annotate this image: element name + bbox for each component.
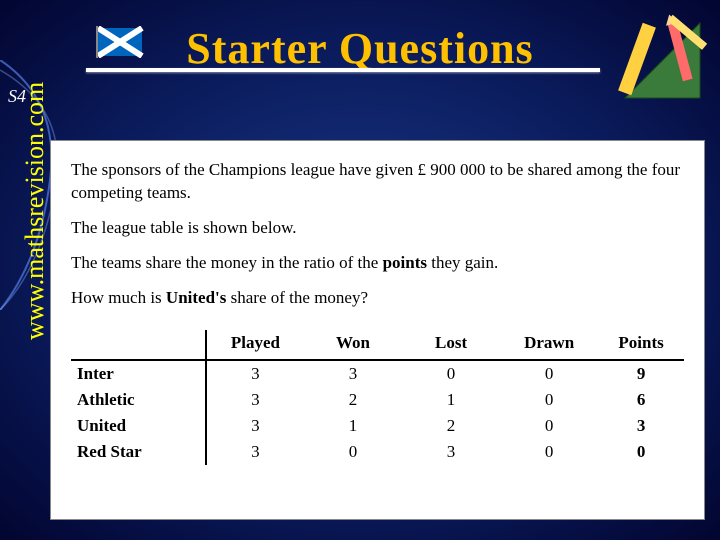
team-name: Athletic bbox=[71, 387, 206, 413]
col-played: Played bbox=[206, 330, 304, 360]
team-name: Red Star bbox=[71, 439, 206, 465]
text: How much is bbox=[71, 288, 166, 307]
table-row: Inter 3 3 0 0 9 bbox=[71, 360, 684, 387]
text: The sponsors of the Champions league hav… bbox=[71, 160, 418, 179]
text: they gain. bbox=[427, 253, 498, 272]
col-drawn: Drawn bbox=[500, 330, 598, 360]
cell: 3 bbox=[206, 439, 304, 465]
cell-points: 6 bbox=[598, 387, 684, 413]
cell: 3 bbox=[206, 413, 304, 439]
question-line-4: How much is United's share of the money? bbox=[71, 287, 684, 310]
cell: 2 bbox=[304, 387, 402, 413]
header: Starter Questions bbox=[0, 8, 720, 88]
cell: 1 bbox=[304, 413, 402, 439]
table-row: Red Star 3 0 3 0 0 bbox=[71, 439, 684, 465]
math-tools-icon bbox=[615, 13, 710, 108]
cell: 0 bbox=[500, 360, 598, 387]
team-name: Inter bbox=[71, 360, 206, 387]
col-lost: Lost bbox=[402, 330, 500, 360]
table-header-row: Played Won Lost Drawn Points bbox=[71, 330, 684, 360]
table-row: Athletic 3 2 1 0 6 bbox=[71, 387, 684, 413]
cell: 1 bbox=[402, 387, 500, 413]
cell: 3 bbox=[206, 387, 304, 413]
text: share of the money? bbox=[226, 288, 368, 307]
question-line-1: The sponsors of the Champions league hav… bbox=[71, 159, 684, 205]
title-underline bbox=[86, 68, 600, 72]
col-won: Won bbox=[304, 330, 402, 360]
cell: 0 bbox=[500, 413, 598, 439]
cell: 3 bbox=[402, 439, 500, 465]
sidebar-url: www.mathsrevision.com bbox=[20, 82, 50, 340]
table-row: United 3 1 2 0 3 bbox=[71, 413, 684, 439]
table-body: Inter 3 3 0 0 9 Athletic 3 2 1 0 6 Unite… bbox=[71, 360, 684, 465]
cell: 3 bbox=[206, 360, 304, 387]
cell-points: 0 bbox=[598, 439, 684, 465]
question-line-3: The teams share the money in the ratio o… bbox=[71, 252, 684, 275]
cell: 2 bbox=[402, 413, 500, 439]
question-line-2: The league table is shown below. bbox=[71, 217, 684, 240]
cell: 0 bbox=[500, 439, 598, 465]
col-blank bbox=[71, 330, 206, 360]
text: The teams share the money in the ratio o… bbox=[71, 253, 383, 272]
league-table: Played Won Lost Drawn Points Inter 3 3 0… bbox=[71, 330, 684, 465]
team-name: United bbox=[71, 413, 206, 439]
cell-points: 3 bbox=[598, 413, 684, 439]
cell: 0 bbox=[304, 439, 402, 465]
emphasis-united: United's bbox=[166, 288, 226, 307]
money-amount: £ 900 000 bbox=[418, 160, 486, 179]
cell: 0 bbox=[500, 387, 598, 413]
cell-points: 9 bbox=[598, 360, 684, 387]
col-points: Points bbox=[598, 330, 684, 360]
question-content: The sponsors of the Champions league hav… bbox=[50, 140, 705, 520]
scotland-flag-icon bbox=[95, 26, 145, 58]
emphasis-points: points bbox=[383, 253, 427, 272]
cell: 3 bbox=[304, 360, 402, 387]
cell: 0 bbox=[402, 360, 500, 387]
